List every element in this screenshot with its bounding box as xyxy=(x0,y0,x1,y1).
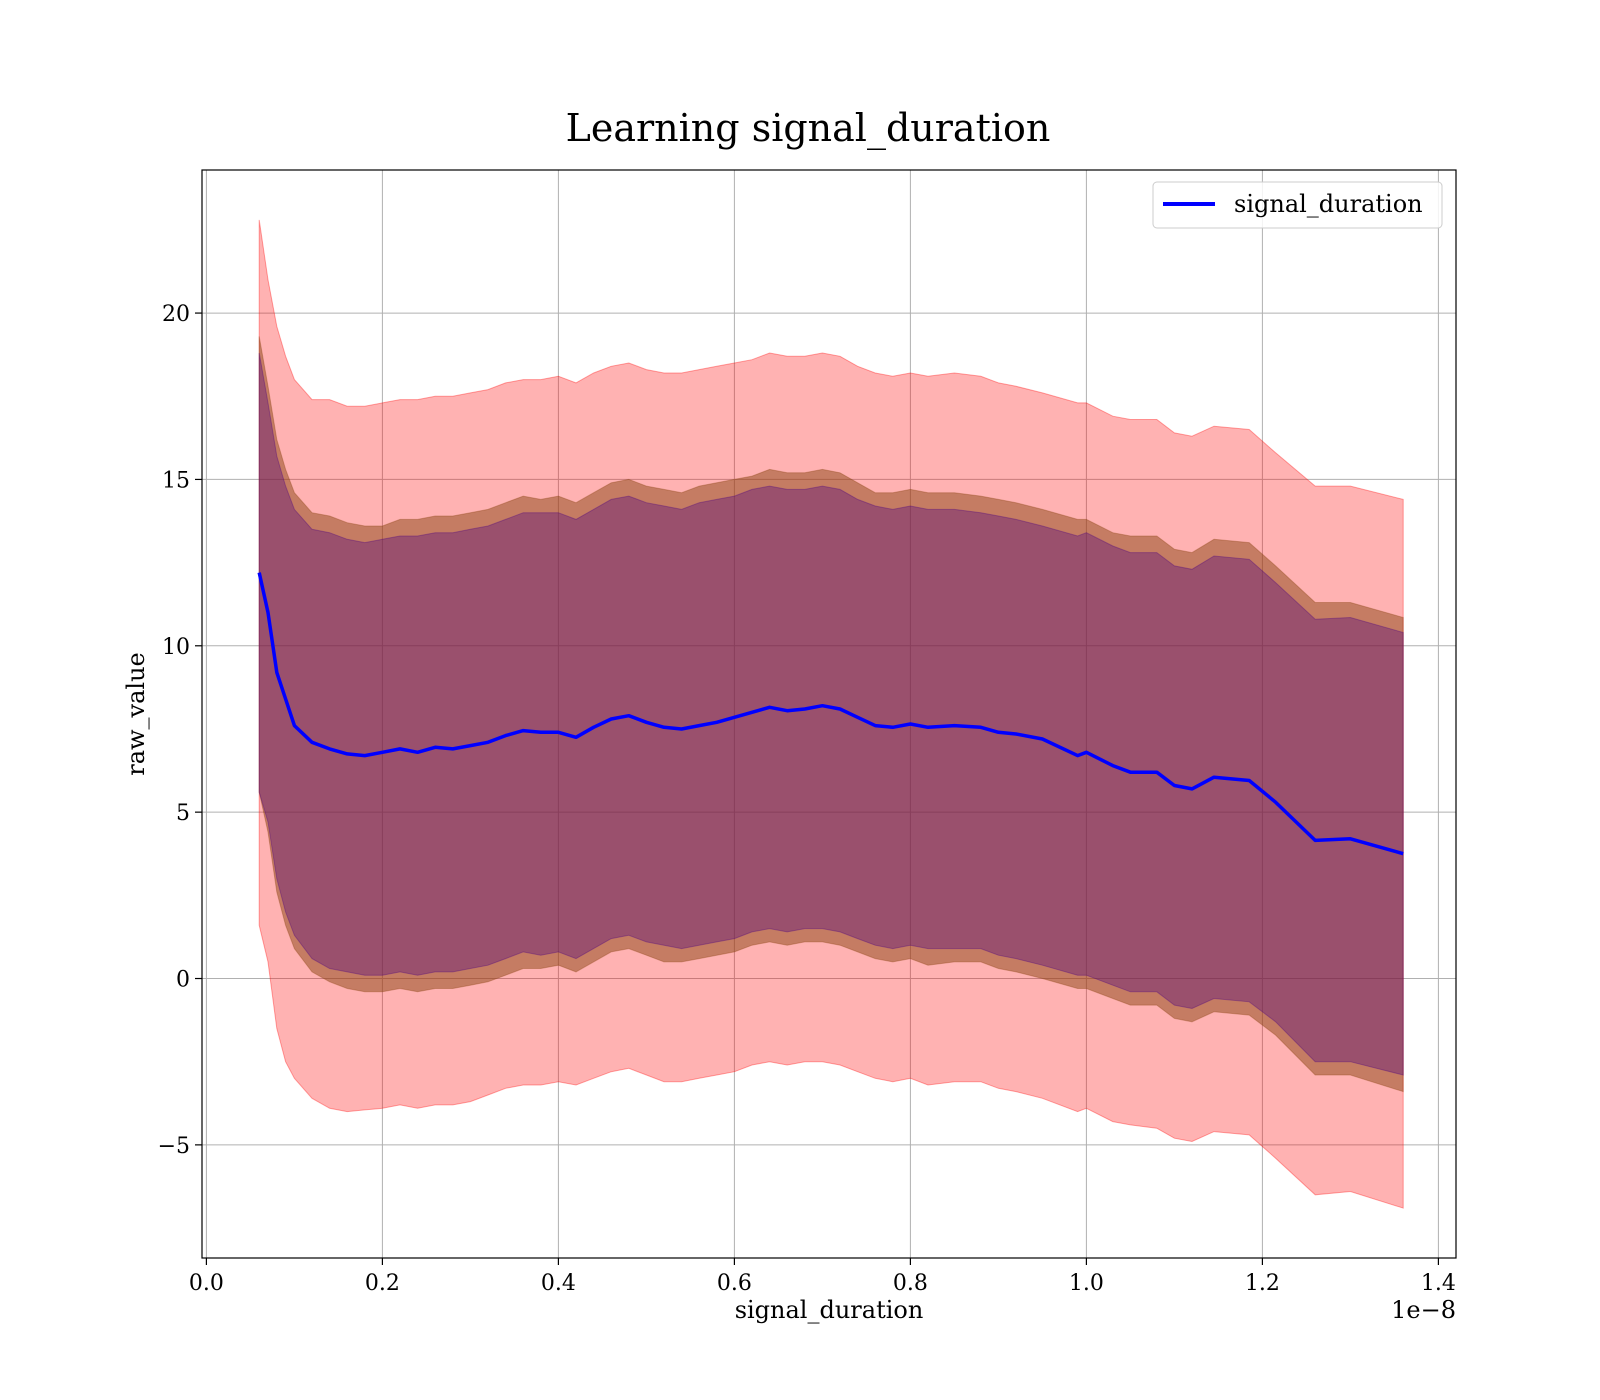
series-line-signal_duration xyxy=(257,572,1404,856)
x-tick-label: 0.0 xyxy=(189,1271,224,1296)
y-tick-label: 5 xyxy=(176,801,190,826)
x-tick-label: 0.4 xyxy=(541,1271,576,1296)
confidence-bands xyxy=(258,219,1404,1209)
x-tick-label: 1.4 xyxy=(1421,1271,1456,1296)
x-tick-label: 1.0 xyxy=(1069,1271,1104,1296)
legend-box xyxy=(1152,181,1443,229)
x-axis-offset-label: 1e−8 xyxy=(1391,1296,1456,1324)
y-tick-label: 10 xyxy=(162,635,190,660)
plot-frame xyxy=(201,169,1457,1259)
chart-title: Learning signal_duration xyxy=(566,106,1051,151)
y-axis-ticks: −5 0 5 10 15 20 xyxy=(158,302,202,1159)
legend: signal_duration xyxy=(1152,181,1443,229)
x-tick-label: 0.2 xyxy=(365,1271,400,1296)
x-axis-label: signal_duration xyxy=(735,1296,924,1324)
band-inner xyxy=(258,352,1404,1076)
y-tick-label: 20 xyxy=(162,302,190,327)
x-axis-ticks: 0.0 0.2 0.4 0.6 0.8 1.0 1.2 1.4 xyxy=(189,1258,1456,1296)
series-lines xyxy=(257,572,1404,856)
y-tick-label: 0 xyxy=(176,968,190,993)
y-tick-label: −5 xyxy=(158,1134,190,1159)
y-tick-label: 15 xyxy=(162,468,190,493)
x-tick-label: 0.6 xyxy=(717,1271,752,1296)
legend-label: signal_duration xyxy=(1234,190,1423,218)
x-tick-label: 0.8 xyxy=(893,1271,928,1296)
x-tick-label: 1.2 xyxy=(1245,1271,1280,1296)
band-middle xyxy=(258,336,1404,1093)
y-axis-label: raw_value xyxy=(122,652,150,776)
